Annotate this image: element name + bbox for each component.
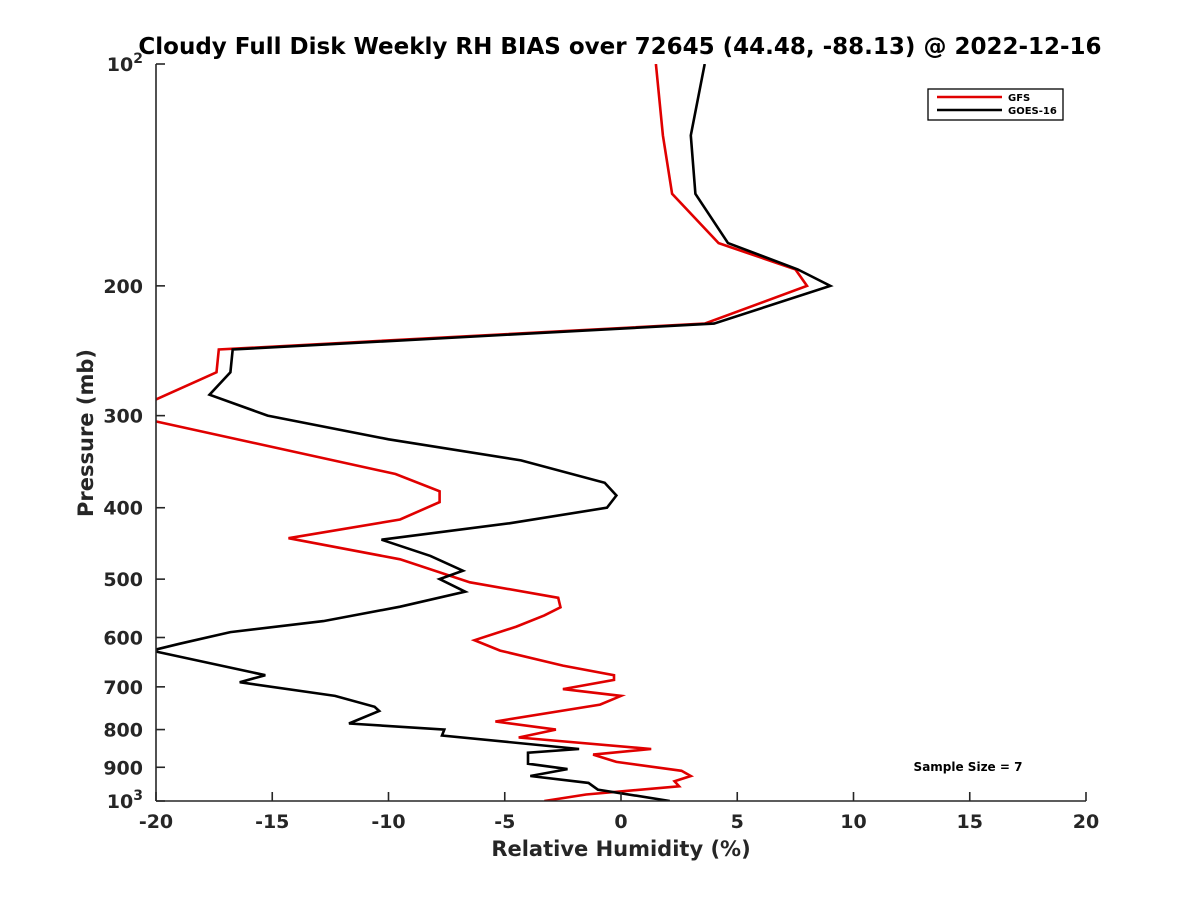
x-axis-label: Relative Humidity (%)	[491, 837, 750, 861]
sample-size-annotation: Sample Size = 7	[914, 760, 1023, 774]
x-tick-label: 5	[731, 811, 744, 833]
y-ticks: 102 200 300 400 500 600 700 800 900 103	[103, 51, 165, 813]
series-line-goes16	[156, 64, 834, 801]
y-tick-label: 700	[103, 677, 143, 699]
legend: GFS GOES-16	[927, 88, 1064, 121]
chart-title: Cloudy Full Disk Weekly RH BIAS over 726…	[138, 34, 1101, 60]
y-tick-label: 400	[103, 498, 143, 520]
y-tick-label: 300	[103, 406, 143, 428]
x-tick-label: 15	[957, 811, 983, 833]
x-tick-label: -10	[371, 811, 405, 833]
x-tick-label: -5	[494, 811, 515, 833]
y-tick-label: 900	[103, 757, 143, 779]
x-tick-label: 10	[840, 811, 866, 833]
y-tick-label: 500	[103, 569, 143, 591]
y-tick-label: 600	[103, 627, 143, 649]
x-tick-label: 20	[1073, 811, 1099, 833]
y-axis-label: Pressure (mb)	[74, 349, 98, 517]
series-line-gfs	[156, 64, 810, 801]
y-tick-label: 800	[103, 720, 143, 742]
x-tick-label: -20	[139, 811, 173, 833]
y-tick-label: 102	[107, 51, 143, 76]
plot-lines	[156, 64, 834, 801]
legend-label-gfs: GFS	[1008, 93, 1030, 104]
x-tick-label: 0	[614, 811, 627, 833]
y-tick-label: 103	[107, 788, 143, 813]
legend-label-goes16: GOES-16	[1008, 106, 1057, 117]
y-tick-label: 200	[103, 276, 143, 298]
x-tick-label: -15	[255, 811, 289, 833]
x-ticks: -20 -15 -10 -5 0 5 10 15 20	[139, 792, 1099, 833]
legend-box	[927, 88, 1064, 121]
